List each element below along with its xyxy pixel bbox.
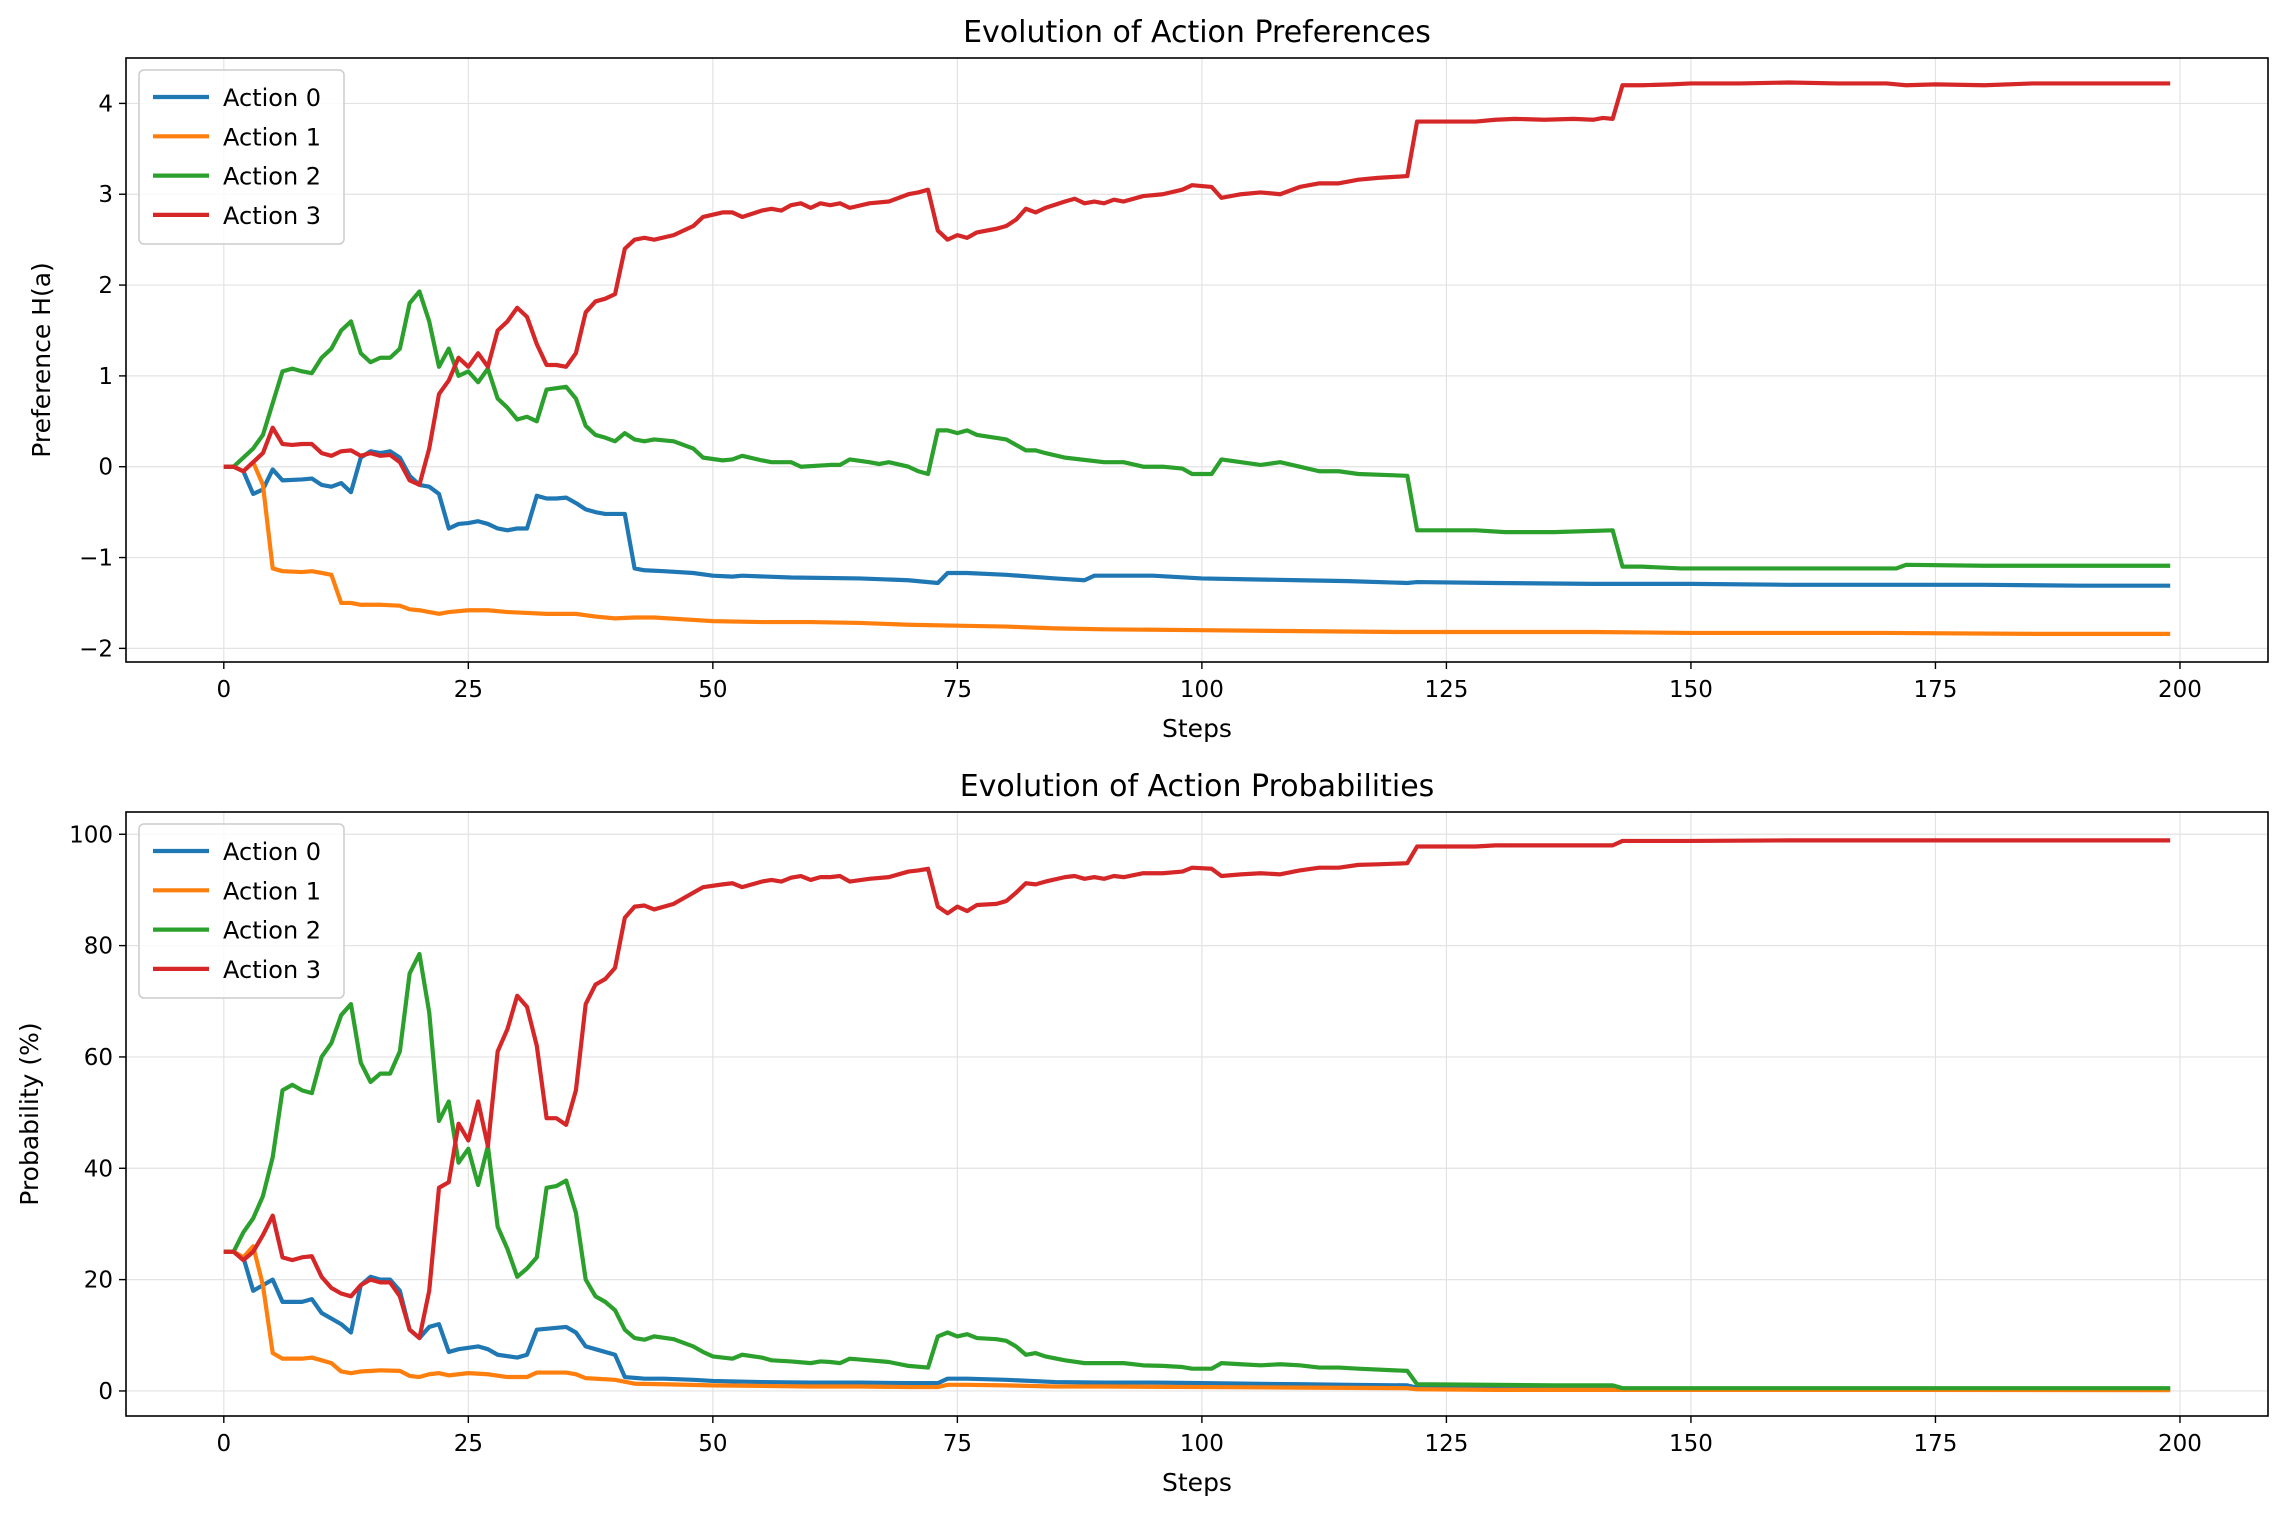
y-tick-label: 3 (98, 182, 113, 208)
chart-2: 0 25 50 75 100 125 150 175 200 0 20 40 60 80 100 Evolut… (15, 769, 2269, 1497)
x-tick-label: 125 (1424, 1431, 1468, 1457)
axes-frame (125, 57, 2269, 663)
legend-label: Action 3 (223, 202, 321, 230)
legend-label: Action 2 (223, 163, 321, 191)
y-tick-label: 4 (98, 91, 113, 117)
y-tick-label: 80 (84, 934, 113, 960)
y-tick-label: 0 (98, 1379, 113, 1405)
series-line-action-3 (223, 80, 2171, 487)
chart-title: Evolution of Action Preferences (963, 15, 1431, 50)
y-tick-label: 60 (84, 1045, 113, 1071)
series-line-action-0 (223, 449, 2171, 588)
series-line-action-2 (223, 951, 2171, 1391)
x-axis-label: Steps (1162, 1468, 1232, 1497)
y-axis-label: Preference H(a) (27, 262, 56, 458)
x-tick-label: 150 (1669, 1431, 1713, 1457)
legend-label: Action 3 (223, 956, 321, 984)
axes-frame (125, 811, 2269, 1417)
x-tick-label: 50 (698, 1431, 727, 1457)
legend: Action 0 Action 1 Action 2 Action 3 (138, 823, 345, 999)
x-tick-label: 50 (698, 677, 727, 703)
x-tick-label: 0 (216, 677, 231, 703)
x-tick-label: 200 (2158, 677, 2202, 703)
legend-label: Action 0 (223, 84, 321, 112)
x-tick-label: 150 (1669, 677, 1713, 703)
legend-box (138, 823, 345, 999)
series-line-action-0 (223, 1249, 2171, 1392)
y-tick-label: 1 (98, 364, 113, 390)
x-tick-label: 175 (1913, 677, 1957, 703)
x-tick-label: 75 (943, 677, 972, 703)
x-tick-label: 200 (2158, 1431, 2202, 1457)
y-tick-label: 2 (98, 273, 113, 299)
chart-title: Evolution of Action Probabilities (960, 769, 1435, 804)
y-tick-label: 0 (98, 455, 113, 481)
y-tick-label: 40 (84, 1156, 113, 1182)
x-tick-label: 25 (454, 1431, 483, 1457)
series-line-action-1 (223, 460, 2171, 636)
series-line-action-2 (223, 289, 2171, 571)
chart-1: 0 25 50 75 100 125 150 175 200 −2 −1 0 1 2 3 4 Evolution… (27, 15, 2269, 743)
x-tick-label: 100 (1180, 1431, 1224, 1457)
series-line-action-3 (223, 838, 2171, 1341)
y-tick-label: −2 (79, 636, 113, 662)
legend-label: Action 2 (223, 917, 321, 945)
legend-box (138, 69, 345, 245)
x-tick-label: 100 (1180, 677, 1224, 703)
legend-label: Action 0 (223, 838, 321, 866)
legend-label: Action 1 (223, 877, 321, 905)
x-axis-label: Steps (1162, 714, 1232, 743)
x-tick-label: 175 (1913, 1431, 1957, 1457)
x-tick-label: 0 (216, 1431, 231, 1457)
y-axis-label: Probability (%) (15, 1022, 44, 1205)
y-tick-label: 20 (84, 1268, 113, 1294)
legend-label: Action 1 (223, 123, 321, 151)
y-tick-label: 100 (69, 822, 113, 848)
series-line-action-1 (223, 1244, 2171, 1393)
x-tick-label: 125 (1424, 677, 1468, 703)
y-tick-label: −1 (79, 546, 113, 572)
x-tick-label: 25 (454, 677, 483, 703)
x-tick-label: 75 (943, 1431, 972, 1457)
legend: Action 0 Action 1 Action 2 Action 3 (138, 69, 345, 245)
